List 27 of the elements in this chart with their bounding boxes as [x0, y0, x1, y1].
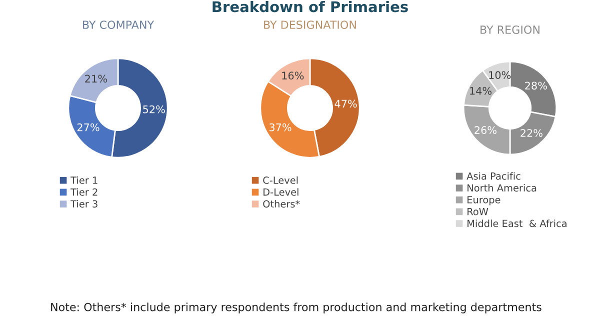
data-label: 26% [474, 126, 496, 134]
data-label: 28% [525, 82, 547, 90]
legend-label: Others* [263, 200, 300, 208]
legend-label: Europe [468, 196, 500, 206]
legend-label: North America [468, 184, 536, 192]
data-label: 21% [85, 74, 107, 83]
legend-label: Middle East & Africa [468, 220, 566, 228]
legend-label: Tier 3 [70, 200, 98, 208]
legend-label: Tier 1 [70, 176, 98, 184]
data-label: 10% [489, 71, 511, 80]
data-label: 22% [520, 129, 542, 137]
chart-title: Breakdown of Primaries [212, 0, 408, 12]
text: Note: Others* include primary respondents from production and marketing departments [51, 302, 542, 314]
legend-label: C-Level [263, 176, 298, 184]
legend-label: RoW [468, 208, 488, 216]
legend-label: Asia Pacific [466, 172, 520, 180]
chart-subtitle: BY COMPANY [83, 20, 154, 29]
data-label: 47% [334, 100, 357, 108]
data-label: 37% [269, 123, 292, 132]
chart-subtitle: BY DESIGNATION [264, 20, 356, 29]
data-label: 14% [470, 86, 492, 95]
legend-label: D-Level [264, 188, 298, 196]
data-label: 27% [77, 123, 100, 132]
data-label: 52% [143, 105, 165, 114]
data-label: 16% [282, 72, 304, 80]
chart-subtitle: BY REGION [480, 26, 540, 34]
legend-label: Tier 2 [70, 188, 98, 196]
